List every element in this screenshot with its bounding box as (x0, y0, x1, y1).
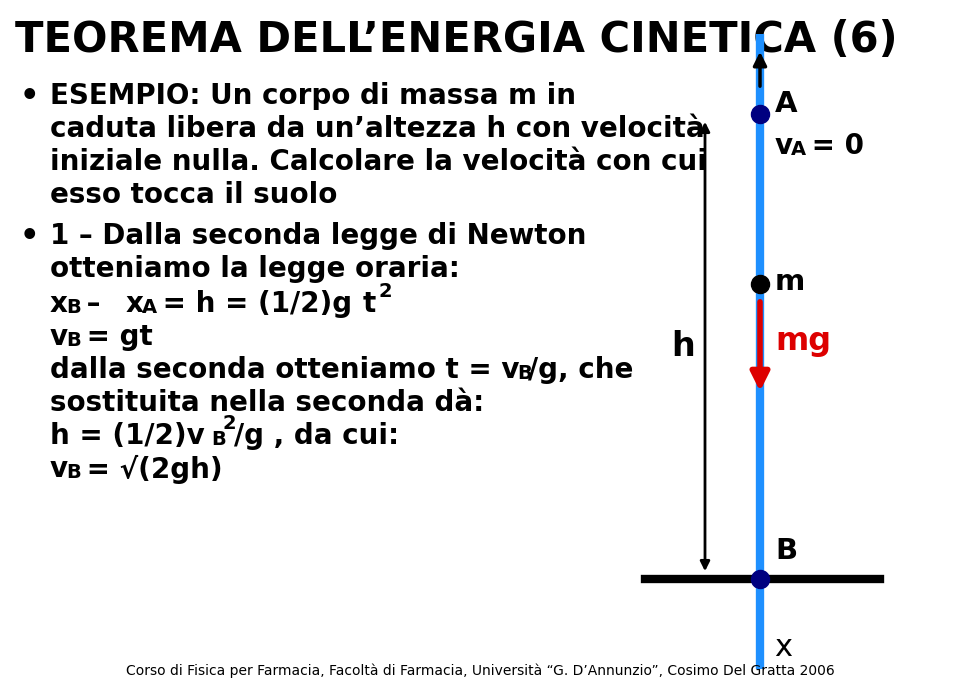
Text: = √(2gh): = √(2gh) (78, 455, 223, 484)
Text: –: – (78, 290, 110, 318)
Text: ESEMPIO: Un corpo di massa m in: ESEMPIO: Un corpo di massa m in (50, 82, 576, 110)
Text: B: B (66, 463, 81, 482)
Text: h: h (671, 330, 695, 363)
Text: 1 – Dalla seconda legge di Newton: 1 – Dalla seconda legge di Newton (50, 222, 587, 250)
Text: /g , da cui:: /g , da cui: (233, 422, 398, 450)
Text: B: B (517, 364, 532, 383)
Text: A: A (775, 90, 798, 118)
Text: Corso di Fisica per Farmacia, Facoltà di Farmacia, Università “G. D’Annunzio”, C: Corso di Fisica per Farmacia, Facoltà di… (126, 663, 834, 678)
Text: dalla seconda otteniamo t = v: dalla seconda otteniamo t = v (50, 356, 519, 384)
Text: •: • (20, 222, 39, 251)
Text: 2: 2 (223, 414, 236, 432)
Text: h = (1/2)v: h = (1/2)v (50, 422, 204, 450)
Text: caduta libera da un’altezza h con velocità: caduta libera da un’altezza h con veloci… (50, 115, 705, 143)
Text: esso tocca il suolo: esso tocca il suolo (50, 181, 337, 209)
Text: •: • (20, 82, 39, 111)
Text: B: B (66, 298, 81, 316)
Text: A: A (142, 298, 156, 316)
Text: v: v (50, 455, 68, 483)
Text: v: v (50, 323, 68, 351)
Text: otteniamo la legge oraria:: otteniamo la legge oraria: (50, 255, 460, 283)
Text: mg: mg (775, 326, 831, 357)
Text: B: B (66, 331, 81, 350)
Text: v: v (775, 132, 793, 160)
Text: TEOREMA DELL’ENERGIA CINETICA (6): TEOREMA DELL’ENERGIA CINETICA (6) (15, 19, 898, 61)
Text: A: A (791, 139, 806, 159)
Text: x: x (126, 290, 144, 318)
Text: x: x (774, 633, 792, 662)
Text: /g, che: /g, che (529, 356, 634, 384)
Text: 2: 2 (378, 282, 393, 301)
Text: x: x (50, 290, 68, 318)
Text: = 0: = 0 (803, 132, 864, 160)
Text: B: B (211, 430, 226, 449)
Text: B: B (775, 537, 797, 565)
Text: m: m (775, 268, 805, 296)
Text: sostituita nella seconda dà:: sostituita nella seconda dà: (50, 389, 484, 417)
Text: iniziale nulla. Calcolare la velocità con cui: iniziale nulla. Calcolare la velocità co… (50, 148, 707, 176)
Text: = h = (1/2)g: = h = (1/2)g (153, 290, 352, 318)
Text: = gt: = gt (78, 323, 154, 351)
Text: t: t (363, 290, 375, 318)
